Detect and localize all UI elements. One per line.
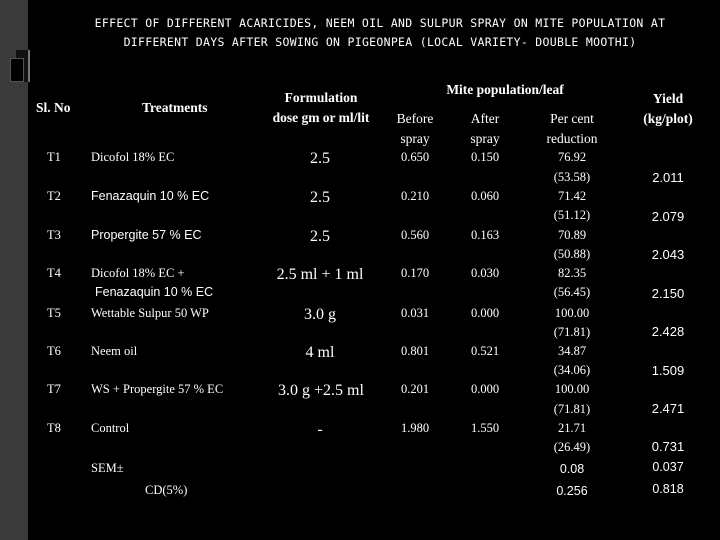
reduction-value: (34.06) [553, 363, 591, 377]
header-formulation: Formulation dose gm or ml/lit [265, 88, 377, 128]
row-treatment: Propergite 57 % EC [91, 228, 202, 242]
row-dose: - [317, 421, 323, 438]
header-formulation-line2: dose gm or ml/lit [272, 110, 370, 125]
cd-label: CD(5%) [145, 483, 188, 497]
row-treatment: Control [91, 421, 130, 435]
row-before: 0.210 [400, 189, 430, 203]
header-slno: Sl. No [36, 100, 71, 115]
left-decorative-bar [0, 0, 28, 540]
row-id: T6 [47, 344, 61, 358]
header-before-line1: Before [396, 111, 434, 126]
row-after: 0.060 [470, 189, 500, 203]
yield-value: 2.150 [651, 286, 685, 301]
row-dose: 2.5 [310, 228, 330, 245]
header-before-spray: Before spray [387, 109, 443, 149]
slide-title: EFFECT OF DIFFERENT ACARICIDES, NEEM OIL… [40, 14, 720, 52]
row-after: 0.521 [470, 344, 500, 358]
title-line-1: EFFECT OF DIFFERENT ACARICIDES, NEEM OIL… [94, 16, 666, 30]
row-before: 0.201 [400, 382, 430, 396]
reduction-value: (56.45) [553, 285, 591, 299]
header-yield-line2: (kg/plot) [643, 111, 693, 126]
yield-value: 2.043 [651, 247, 685, 262]
row-id: T3 [47, 228, 61, 242]
row-treatment: Wettable Sulpur 50 WP [91, 306, 209, 320]
header-yield-line1: Yield [652, 91, 684, 106]
row-after: 0.000 [470, 382, 500, 396]
header-reduction-line2: reduction [546, 131, 598, 146]
reduction-value: 34.87 [557, 344, 587, 358]
reduction-value: 76.92 [557, 150, 587, 164]
reduction-value: 100.00 [554, 306, 590, 320]
row-id: T2 [47, 189, 61, 203]
row-after: 1.550 [470, 421, 500, 435]
row-before: 1.980 [400, 421, 430, 435]
reduction-value: 71.42 [557, 189, 587, 203]
row-after: 0.000 [470, 306, 500, 320]
reduction-value: 82.35 [557, 266, 587, 280]
yield-value: 0.731 [651, 439, 685, 454]
row-id: T7 [47, 382, 61, 396]
header-mite-population: Mite population/leaf [446, 82, 564, 97]
row-id: T5 [47, 306, 61, 320]
decorative-block-small [10, 58, 24, 82]
header-treatments: Treatments [142, 100, 208, 115]
yield-value: 2.011 [652, 170, 684, 185]
row-treatment-cont: Fenazaquin 10 % EC [95, 285, 214, 299]
row-before: 0.560 [400, 228, 430, 242]
sem-label: SEM± [91, 461, 124, 475]
reduction-value: (26.49) [553, 440, 591, 454]
header-reduction-line1: Per cent [550, 111, 594, 126]
yield-value: 1.509 [651, 363, 685, 378]
row-before: 0.650 [400, 150, 430, 164]
row-treatment: Neem oil [91, 344, 138, 358]
yield-value: 2.471 [651, 401, 685, 416]
reduction-value: (53.58) [553, 170, 591, 184]
row-before: 0.801 [400, 344, 430, 358]
row-dose: 2.5 [310, 189, 330, 206]
row-id: T1 [47, 150, 61, 164]
row-before: 0.170 [400, 266, 430, 280]
reduction-value: (71.81) [553, 402, 591, 416]
header-after-line2: spray [470, 131, 500, 146]
row-treatment: Dicofol 18% EC [91, 150, 175, 164]
row-after: 0.030 [470, 266, 500, 280]
row-id: T4 [47, 266, 61, 280]
header-after-line1: After [470, 111, 500, 126]
reduction-value: (50.88) [553, 247, 591, 261]
reduction-value: 70.89 [557, 228, 587, 242]
yield-value: 2.079 [651, 209, 685, 224]
row-after: 0.163 [470, 228, 500, 242]
row-treatment: Dicofol 18% EC + [91, 266, 185, 280]
reduction-value: 21.71 [557, 421, 587, 435]
row-before: 0.031 [400, 306, 430, 320]
header-per-cent-reduction: Per cent reduction [533, 109, 611, 149]
row-dose: 2.5 [310, 150, 330, 167]
header-yield: Yield (kg/plot) [633, 89, 703, 129]
reduction-value: (51.12) [553, 208, 591, 222]
cd-reduction: 0.256 [556, 484, 588, 498]
header-formulation-line1: Formulation [284, 90, 358, 105]
sem-reduction: 0.08 [559, 462, 585, 476]
header-before-line2: spray [400, 131, 430, 146]
yield-value: 2.428 [651, 324, 685, 339]
row-id: T8 [47, 421, 61, 435]
row-treatment: Fenazaquin 10 % EC [91, 189, 210, 203]
header-after-spray: After spray [457, 109, 513, 149]
row-dose: 2.5 ml + 1 ml [276, 266, 364, 283]
reduction-value: (71.81) [553, 325, 591, 339]
row-treatment: WS + Propergite 57 % EC [91, 382, 224, 396]
reduction-value: 100.00 [554, 382, 590, 396]
row-after: 0.150 [470, 150, 500, 164]
row-dose: 4 ml [305, 344, 335, 361]
sem-yield: 0.037 [652, 460, 684, 474]
row-dose: 3.0 g [304, 306, 336, 323]
cd-yield: 0.818 [652, 482, 684, 496]
row-dose: 3.0 g +2.5 ml [278, 382, 364, 399]
title-line-2: DIFFERENT DAYS AFTER SOWING ON PIGEONPEA… [123, 35, 637, 49]
